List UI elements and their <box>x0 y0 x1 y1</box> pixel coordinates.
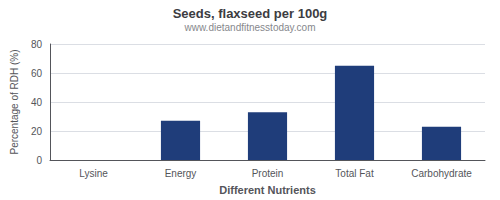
svg-text:Percentage of RDH (%): Percentage of RDH (%) <box>9 49 20 154</box>
svg-text:Protein: Protein <box>252 168 284 179</box>
svg-text:Different Nutrients: Different Nutrients <box>219 184 316 196</box>
svg-text:80: 80 <box>31 39 43 50</box>
svg-text:Carbohydrate: Carbohydrate <box>411 168 472 179</box>
svg-text:0: 0 <box>36 155 42 166</box>
svg-text:www.dietandfitnesstoday.com: www.dietandfitnesstoday.com <box>184 22 316 33</box>
svg-text:Total Fat: Total Fat <box>335 168 374 179</box>
svg-text:Energy: Energy <box>165 168 197 179</box>
svg-text:20: 20 <box>31 126 43 137</box>
svg-text:60: 60 <box>31 68 43 79</box>
svg-text:Lysine: Lysine <box>79 168 108 179</box>
svg-text:Seeds, flaxseed per 100g: Seeds, flaxseed per 100g <box>173 6 328 21</box>
svg-text:40: 40 <box>31 97 43 108</box>
